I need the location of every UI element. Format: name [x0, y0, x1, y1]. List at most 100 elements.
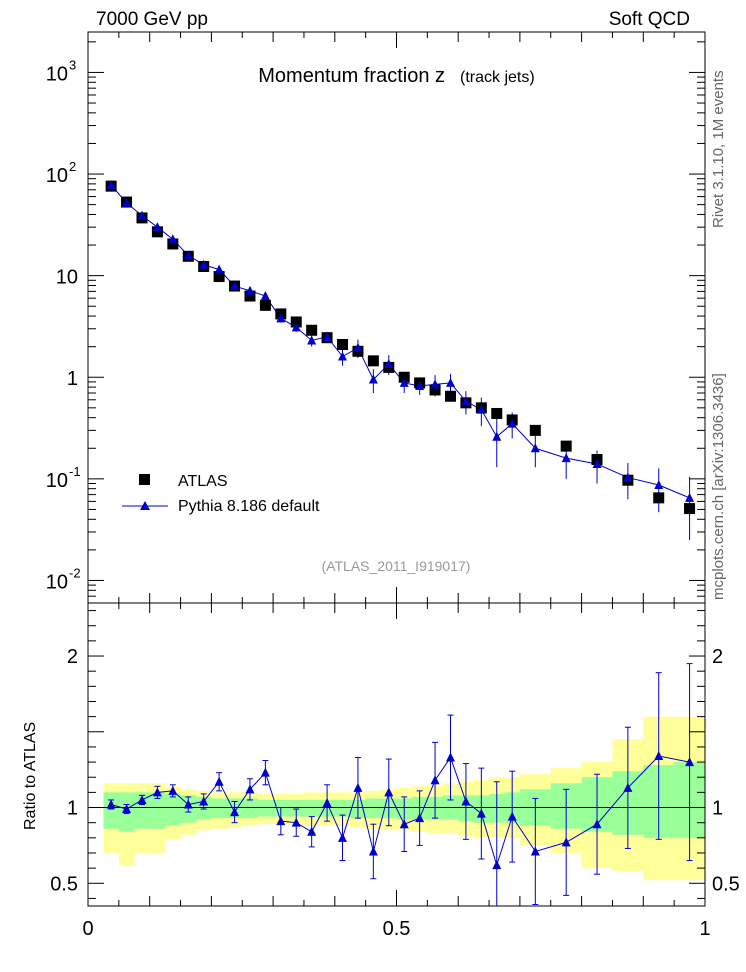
pythia-point — [399, 377, 409, 387]
pythia-point — [276, 313, 286, 323]
pythia-point — [507, 418, 517, 428]
pythia-point — [214, 264, 224, 274]
atlas-point — [151, 226, 163, 238]
ratio-point — [654, 751, 664, 761]
atlas-point — [259, 299, 271, 311]
pythia-point — [445, 377, 455, 387]
ratio-point — [592, 819, 602, 829]
y-tick-label-main: 10 — [46, 63, 68, 85]
ratio-point — [214, 776, 224, 786]
band-green — [211, 798, 228, 819]
ratio-point — [199, 796, 209, 806]
pythia-point — [353, 342, 363, 352]
ratio-point — [152, 787, 162, 797]
pythia-point — [338, 351, 348, 361]
ratio-point — [106, 799, 116, 809]
band-green — [303, 799, 320, 817]
ratio-point — [685, 757, 695, 767]
ratio-point — [399, 819, 409, 829]
ratio-point — [445, 752, 455, 762]
pythia-line — [110, 184, 690, 499]
y-tick-label-exponent: 2 — [69, 159, 76, 174]
main-panel-frame — [87, 31, 706, 604]
ratio-point — [561, 837, 571, 847]
band-green — [149, 792, 166, 829]
pythia-point — [430, 379, 440, 389]
ratio-point — [260, 767, 270, 777]
ratio-point — [245, 784, 255, 794]
ratio-point — [530, 846, 540, 856]
atlas-point — [560, 440, 572, 452]
y-tick-label-ratio: 1 — [67, 798, 78, 820]
x-tick-label: 0 — [82, 918, 93, 940]
x-tick-label: 1 — [699, 918, 710, 940]
pythia-point — [291, 322, 301, 332]
ratio-point — [507, 811, 517, 821]
y-tick-label-ratio-right: 2 — [712, 646, 723, 668]
analysis-annotation: (ATLAS_2011_I919017) — [322, 558, 471, 574]
ratio-y-axis-label: Ratio to ATLAS — [22, 722, 39, 830]
ratio-point — [322, 797, 332, 807]
pythia-point — [199, 259, 209, 269]
atlas-point — [684, 503, 696, 515]
atlas-point — [290, 316, 302, 328]
atlas-point — [213, 271, 225, 283]
ratio-point — [137, 794, 147, 804]
pythia-point — [561, 453, 571, 463]
pythia-point — [415, 381, 425, 391]
pythia-point — [307, 335, 317, 345]
band-green — [165, 793, 181, 826]
atlas-point — [167, 238, 179, 250]
y-tick-label-exponent: -1 — [69, 464, 81, 479]
header-right: Soft QCD — [609, 9, 690, 30]
ratio-point — [230, 807, 240, 817]
y-tick-label-exponent: -2 — [69, 565, 81, 580]
pythia-point — [168, 234, 178, 244]
ratio-point — [476, 808, 486, 818]
chart-subtitle: (track jets) — [460, 69, 535, 86]
data-marks — [105, 180, 696, 906]
pythia-point — [152, 222, 162, 232]
ratio-point — [353, 782, 363, 792]
pythia-point — [530, 443, 540, 453]
y-tick-label-ratio: 2 — [67, 646, 78, 668]
pythia-point — [685, 492, 695, 502]
atlas-point — [429, 384, 441, 396]
side-label-rivet: Rivet 3.1.10, 1M events — [710, 70, 727, 228]
atlas-point — [444, 390, 456, 402]
pythia-point — [623, 472, 633, 482]
pythia-point — [592, 459, 602, 469]
atlas-point — [529, 424, 541, 436]
pythia-point — [183, 250, 193, 260]
atlas-point — [491, 407, 503, 419]
pythia-point — [245, 285, 255, 295]
ratio-point — [623, 782, 633, 792]
pythia-point — [654, 479, 664, 489]
atlas-point — [398, 371, 410, 383]
y-tick-label-main: 1 — [67, 368, 78, 390]
pythia-point — [106, 180, 116, 190]
header-left: 7000 GeV pp — [96, 9, 208, 30]
band-green — [288, 799, 305, 817]
legend-pythia-marker — [140, 501, 150, 510]
band-green — [242, 798, 258, 819]
ratio-point — [183, 799, 193, 809]
ratio-point — [492, 860, 502, 870]
atlas-point — [306, 324, 318, 336]
legend-atlas-marker — [139, 474, 150, 485]
y-tick-label-ratio-right: 1 — [712, 798, 723, 820]
pythia-point — [476, 404, 486, 414]
ratio-point — [122, 804, 132, 814]
band-green — [365, 798, 382, 819]
pythia-point — [137, 210, 147, 220]
legend: ATLAS Pythia 8.186 default — [122, 473, 320, 515]
pythia-point — [492, 431, 502, 441]
ratio-point — [415, 813, 425, 823]
ratio-point — [384, 787, 394, 797]
ratio-point — [461, 796, 471, 806]
ratio-uncertainty-bands — [103, 716, 706, 881]
y-tick-label-exponent: 3 — [69, 57, 76, 72]
atlas-point — [244, 290, 256, 302]
